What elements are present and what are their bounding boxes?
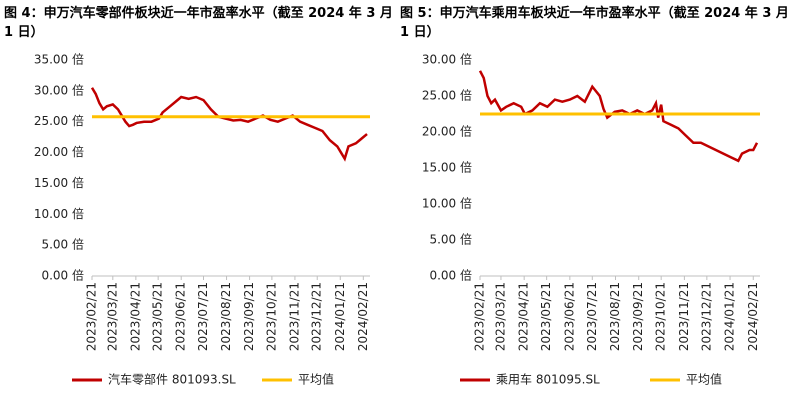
x-tick-label: 2023/05/21 [539,282,553,351]
y-tick-label: 10.00 倍 [34,206,84,221]
y-tick-label: 25.00 倍 [34,113,84,128]
y-tick-label: 5.00 倍 [41,237,84,252]
y-tick-label: 5.00 倍 [429,232,472,247]
x-tick-label: 2024/02/21 [746,282,760,351]
y-tick-label: 35.00 倍 [34,52,84,67]
y-tick-label: 15.00 倍 [422,160,472,175]
x-tick-label: 2023/10/21 [264,282,278,351]
x-tick-label: 2023/10/21 [654,282,668,351]
x-tick-label: 2023/11/21 [287,282,301,351]
y-tick-label: 20.00 倍 [422,124,472,139]
x-tick-label: 2023/09/21 [242,282,256,351]
x-tick-label: 2023/03/21 [105,282,119,351]
chart-title: 图 5：申万汽车乘用车板块近一年市盈率水平（截至 2024 年 3 月 1 日） [400,6,789,40]
x-tick-label: 2024/01/21 [723,282,737,351]
x-tick-label: 2023/09/21 [631,282,645,351]
x-tick-label: 2023/06/21 [174,282,188,351]
legend-label: 汽车零部件 801093.SL [108,372,236,387]
x-tick-label: 2023/03/21 [493,282,507,351]
x-tick-label: 2023/08/21 [608,282,622,351]
y-tick-label: 10.00 倍 [422,196,472,211]
y-tick-label: 15.00 倍 [34,175,84,190]
x-tick-label: 2023/02/21 [473,282,487,351]
x-tick-label: 2023/12/21 [699,282,713,351]
y-tick-label: 30.00 倍 [422,52,472,67]
y-tick-label: 30.00 倍 [34,82,84,97]
x-tick-label: 2024/02/21 [356,282,370,351]
y-tick-label: 0.00 倍 [429,268,472,283]
legend-label: 平均值 [298,372,334,387]
x-tick-label: 2023/02/21 [85,282,99,351]
legend-label: 乘用车 801095.SL [496,372,600,387]
y-tick-label: 0.00 倍 [41,268,84,283]
x-tick-label: 2023/06/21 [562,282,576,351]
x-tick-label: 2023/12/21 [310,282,324,351]
y-tick-label: 25.00 倍 [422,88,472,103]
x-tick-label: 2023/05/21 [151,282,165,351]
x-tick-label: 2023/04/21 [517,282,531,351]
line-series [90,87,368,162]
x-tick-label: 2023/08/21 [219,282,233,351]
x-tick-label: 2024/01/21 [333,282,347,351]
x-tick-label: 2023/11/21 [677,282,691,351]
x-tick-label: 2023/04/21 [128,282,142,351]
line-series [478,70,759,163]
x-tick-label: 2023/07/21 [585,282,599,351]
y-tick-label: 20.00 倍 [34,144,84,159]
chart-title: 图 4：申万汽车零部件板块近一年市盈率水平（截至 2024 年 3 月 1 日） [4,6,393,40]
legend-label: 平均值 [686,372,722,387]
x-tick-label: 2023/07/21 [196,282,210,351]
